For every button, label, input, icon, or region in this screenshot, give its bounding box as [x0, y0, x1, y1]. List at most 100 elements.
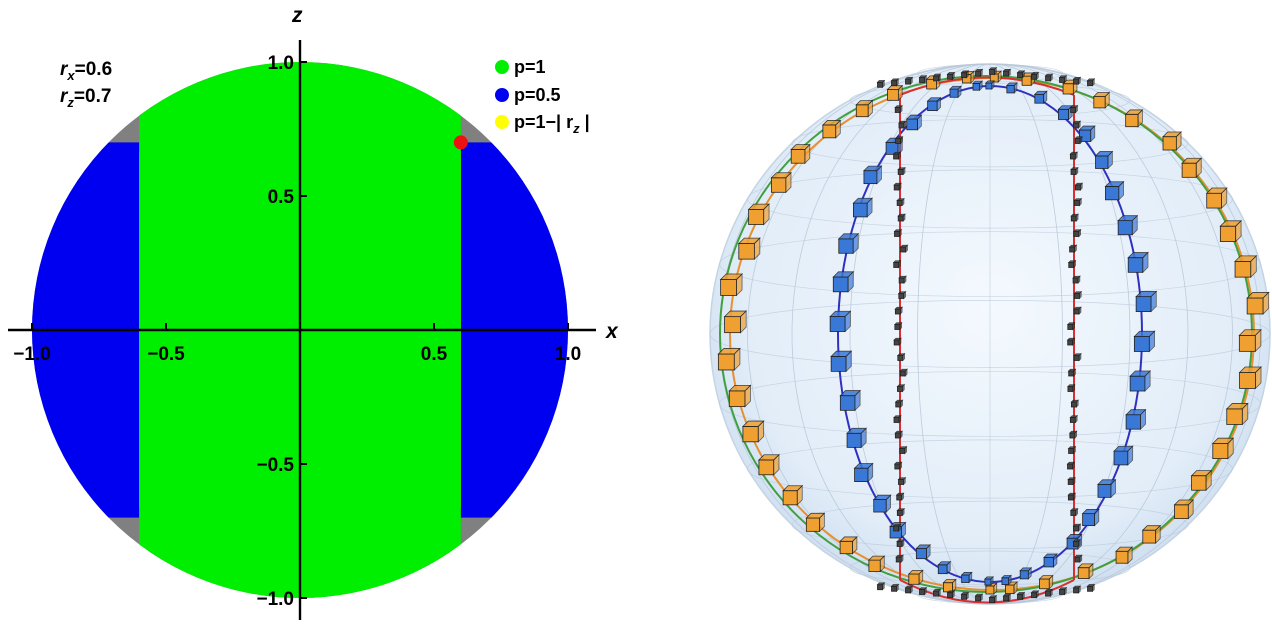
black-cube	[894, 399, 904, 408]
pole-cube	[1002, 593, 1012, 602]
orange-cube	[1225, 402, 1249, 426]
red-arc-top	[899, 76, 1075, 96]
blue-cube	[1104, 180, 1125, 201]
black-cube	[894, 104, 903, 114]
black-cube	[1070, 399, 1080, 408]
black-cube	[892, 259, 902, 269]
pole-cube	[932, 73, 942, 82]
black-cube	[894, 306, 904, 315]
x-tick-label: 0.5	[421, 344, 448, 365]
blue-cube	[1081, 508, 1100, 527]
black-cube	[1066, 337, 1076, 346]
orange-cube	[821, 119, 842, 139]
sphere-cube-markers	[717, 66, 1270, 604]
black-cube	[896, 352, 906, 362]
pole-cube	[988, 66, 998, 76]
blue-cube	[829, 310, 852, 333]
blue-cube	[937, 560, 952, 575]
black-cube	[897, 213, 906, 222]
orange-cube	[1141, 524, 1162, 545]
blue-cube	[1094, 150, 1114, 170]
rz-label: rz=0.7	[60, 86, 111, 110]
left-plot-panel: −1.0 −0.5 0.5 1.0 1.0 0.5 −0.5 −1.0 x z rx=0.6…	[0, 0, 640, 624]
black-cube	[1067, 445, 1077, 455]
black-cube	[899, 244, 909, 253]
x-tick-label: −0.5	[147, 344, 185, 365]
latitude-line	[719, 371, 1261, 437]
blue-cube	[839, 389, 862, 412]
blue-cube	[830, 350, 853, 373]
sphere-grid-lines	[709, 63, 1271, 605]
pole-cube	[946, 71, 956, 81]
black-cube	[1072, 523, 1082, 532]
pole-cube	[1016, 69, 1026, 79]
blue-cube	[846, 427, 868, 449]
legend-label-p05: p=0.5	[514, 85, 561, 105]
black-cube	[893, 337, 902, 346]
blue-cube	[1078, 125, 1096, 143]
z-tick-label: −1.0	[256, 589, 294, 610]
blue-cube	[1000, 574, 1012, 586]
orange-cube	[757, 453, 780, 476]
black-cube	[893, 414, 902, 424]
orange-cube	[1219, 219, 1243, 243]
black-cube	[1067, 476, 1076, 486]
black-cube	[896, 197, 905, 207]
black-cube	[1073, 197, 1083, 207]
black-cube	[896, 507, 906, 517]
blue-cube	[949, 85, 962, 99]
blue-cube	[984, 79, 995, 90]
orange-cube	[747, 203, 770, 226]
latitude-line	[747, 439, 1233, 499]
pole-cube	[918, 74, 928, 84]
pole-cube	[1086, 583, 1096, 593]
blue-cube	[1019, 566, 1033, 580]
blue-cube	[862, 165, 883, 185]
black-cube	[1073, 554, 1083, 563]
orange-cube	[723, 310, 748, 334]
orange-cube	[1211, 437, 1235, 460]
blue-cube	[837, 232, 860, 255]
pole-cube	[904, 585, 914, 594]
pole-cube	[974, 68, 984, 78]
orange-cube	[741, 420, 765, 443]
black-cube	[896, 383, 906, 393]
legend-label-p-rz: p=1−| rz |	[514, 112, 590, 136]
black-cube	[893, 228, 903, 238]
z-tick-label: 0.5	[268, 187, 295, 208]
legend-swatch-blue	[495, 88, 509, 102]
pole-cube	[1016, 591, 1026, 601]
orange-cube	[770, 171, 792, 194]
black-cube	[898, 445, 908, 455]
blue-cube	[1129, 370, 1152, 392]
pole-cube	[904, 76, 914, 86]
black-cube	[1068, 430, 1078, 439]
z-axis-label: z	[291, 4, 303, 27]
pole-cube	[960, 69, 970, 79]
pole-cube	[1030, 71, 1040, 81]
pole-cube	[890, 77, 900, 87]
pole-cube	[1058, 74, 1068, 84]
blue-cube	[926, 96, 942, 112]
orange-cube	[1238, 366, 1262, 390]
black-cube	[1073, 352, 1082, 362]
orange-cube	[1173, 499, 1195, 520]
black-cube	[892, 151, 902, 160]
pole-cube	[1030, 589, 1040, 599]
black-cube	[893, 461, 903, 470]
blue-cube	[1043, 553, 1058, 568]
parameter-labels: rx=0.6 rz=0.7	[60, 59, 112, 110]
pole-cube	[1086, 77, 1096, 87]
orange-cube	[907, 569, 924, 586]
blue-cube	[1033, 90, 1048, 105]
black-cube	[1074, 182, 1084, 191]
orange-cube	[1092, 91, 1111, 109]
legend-label-p1: p=1	[514, 57, 546, 77]
black-cube	[1066, 321, 1076, 331]
black-cube	[899, 368, 908, 377]
orange-cube	[782, 484, 804, 506]
black-cube	[1072, 228, 1082, 238]
bloch-sphere-plot	[709, 63, 1271, 605]
orange-cube	[1077, 562, 1094, 580]
blue-cube	[1127, 251, 1149, 274]
